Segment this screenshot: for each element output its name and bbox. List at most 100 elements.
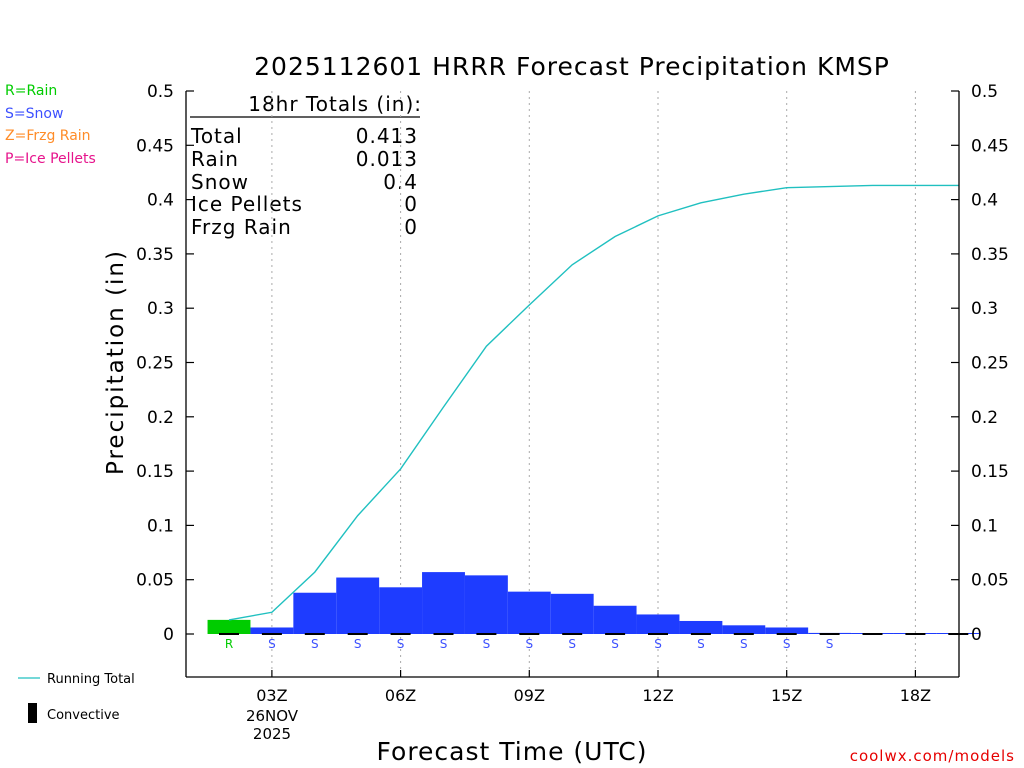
type-label-h1: R [225, 637, 233, 651]
convective-mark-h7 [476, 633, 497, 635]
grid-lines [271, 91, 916, 677]
convective-mark-h1 [219, 633, 239, 635]
date-year: 2025 [253, 725, 291, 743]
precip-bar-h3 [293, 592, 337, 634]
convective-mark-h14 [776, 633, 797, 635]
y-tick-label-right: 0 [971, 625, 982, 645]
precip-bar-h9 [550, 593, 594, 634]
y-tick-label-right: 0.05 [971, 571, 1009, 591]
convective-mark-h13 [733, 633, 754, 635]
convective-mark-h5 [390, 633, 411, 635]
type-label-h12: S [697, 637, 705, 651]
y-tick-label-left: 0.35 [136, 245, 174, 265]
x-tick-label: 15Z [771, 686, 802, 705]
type-label-h3: S [311, 637, 319, 651]
y-tick-label-right: 0.15 [971, 462, 1009, 482]
precip-bar-h6 [422, 572, 465, 634]
y-tick-label-left: 0.4 [147, 191, 174, 211]
x-tick-label: 09Z [514, 686, 545, 705]
type-label-h9: S [568, 637, 576, 651]
axes [185, 90, 960, 678]
hourly-bars [207, 572, 980, 634]
totals-label-ice-pellets: Ice Pellets [191, 192, 303, 216]
precip-bar-h13 [722, 625, 766, 634]
totals-value-snow: 0.4 [383, 170, 418, 194]
type-label-h14: S [783, 637, 791, 651]
legend-snow: S=Snow [5, 106, 63, 122]
legend-ice-pellets: P=Ice Pellets [5, 151, 96, 167]
totals-value-rain: 0.013 [356, 147, 418, 171]
convective-legend-label: Convective [47, 708, 120, 723]
totals-value-total: 0.413 [356, 124, 418, 148]
type-label-h7: S [483, 637, 491, 651]
totals-label-rain: Rain [191, 147, 239, 171]
y-tick-label-right: 0.35 [971, 245, 1009, 265]
y-tick-label-left: 0.05 [136, 571, 174, 591]
y-tick-label-right: 0.1 [971, 516, 998, 536]
x-tick-label: 18Z [900, 686, 931, 705]
x-axis-label: Forecast Time (UTC) [377, 737, 648, 766]
type-label-h4: S [354, 637, 362, 651]
y-tick-label-left: 0.2 [147, 408, 174, 428]
convective-legend-swatch [28, 703, 37, 723]
convective-mark-h3 [304, 633, 325, 635]
chart-title: 2025112601 HRRR Forecast Precipitation K… [254, 52, 890, 81]
convective-mark-h12 [690, 633, 711, 635]
y-tick-label-right: 0.45 [971, 136, 1009, 156]
totals-value-ice-pellets: 0 [404, 192, 418, 216]
totals-label-frzg-rain: Frzg Rain [191, 215, 292, 239]
type-label-h6: S [440, 637, 448, 651]
y-tick-label-left: 0 [163, 625, 174, 645]
convective-mark-h16 [862, 633, 883, 635]
convective-mark-h15 [819, 633, 840, 635]
y-tick-label-right: 0.5 [971, 82, 998, 102]
precip-bar-h7 [464, 575, 508, 634]
totals-label-total: Total [190, 124, 243, 148]
precip-bar-h12 [679, 620, 723, 634]
y-tick-labels: 0 00.05 0.050.1 0.10.15 0.150.2 0.20.25 0.250.… [136, 82, 1009, 645]
totals-label-snow: Snow [191, 170, 249, 194]
running-total-series [228, 184, 959, 621]
y-tick-label-left: 0.25 [136, 354, 174, 374]
x-tick-labels: 03Z 06Z 09Z 12Z 15Z 18Z [256, 686, 931, 705]
y-tick-label-right: 0.4 [971, 191, 998, 211]
running-total-legend-label: Running Total [47, 672, 135, 687]
totals-heading: 18hr Totals (in): [248, 92, 422, 116]
type-legend: R=Rain S=Snow Z=Frzg Rain P=Ice Pellets [5, 83, 96, 167]
y-tick-label-left: 0.45 [136, 136, 174, 156]
type-label-h5: S [397, 637, 405, 651]
precip-bar-h14 [765, 627, 809, 634]
legend-frzg-rain: Z=Frzg Rain [5, 128, 91, 144]
legend-rain: R=Rain [5, 83, 57, 99]
convective-mark-h8 [519, 633, 540, 635]
type-label-h10: S [611, 637, 619, 651]
y-tick-label-left: 0.5 [147, 82, 174, 102]
type-label-h13: S [740, 637, 748, 651]
convective-mark-h4 [347, 633, 368, 635]
y-tick-label-right: 0.3 [971, 299, 998, 319]
precip-bar-h5 [379, 587, 423, 634]
y-axis-label: Precipitation (in) [103, 249, 129, 475]
y-tick-label-left: 0.1 [147, 516, 174, 536]
totals-box: 18hr Totals (in): Total 0.413 Rain 0.013… [190, 92, 422, 239]
precip-bar-h4 [336, 577, 380, 634]
convective-mark-h10 [605, 633, 626, 635]
convective-mark-h6 [433, 633, 454, 635]
date-day: 26NOV [246, 707, 299, 725]
precip-bar-h8 [507, 591, 551, 634]
convective-mark-h9 [562, 633, 583, 635]
y-tick-label-left: 0.15 [136, 462, 174, 482]
type-label-h8: S [525, 637, 533, 651]
precip-bar-h1 [207, 619, 251, 634]
x-tick-label: 12Z [642, 686, 673, 705]
y-tick-label-left: 0.3 [147, 299, 174, 319]
convective-mark-h11 [648, 633, 668, 635]
convective-mark-h2 [261, 633, 282, 635]
type-label-h15: S [826, 637, 834, 651]
convective-mark-h17 [905, 633, 926, 635]
credit-text: coolwx.com/models [850, 747, 1015, 765]
type-label-h2: S [268, 637, 276, 651]
y-tick-label-right: 0.25 [971, 354, 1009, 374]
x-tick-label: 06Z [385, 686, 416, 705]
